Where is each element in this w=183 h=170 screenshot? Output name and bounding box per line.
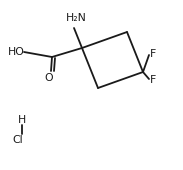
- Text: F: F: [150, 49, 156, 59]
- Text: F: F: [150, 75, 156, 85]
- Text: O: O: [45, 73, 53, 83]
- Text: HO: HO: [8, 47, 25, 57]
- Text: H: H: [18, 115, 26, 125]
- Text: H₂N: H₂N: [66, 13, 87, 23]
- Text: Cl: Cl: [13, 135, 23, 145]
